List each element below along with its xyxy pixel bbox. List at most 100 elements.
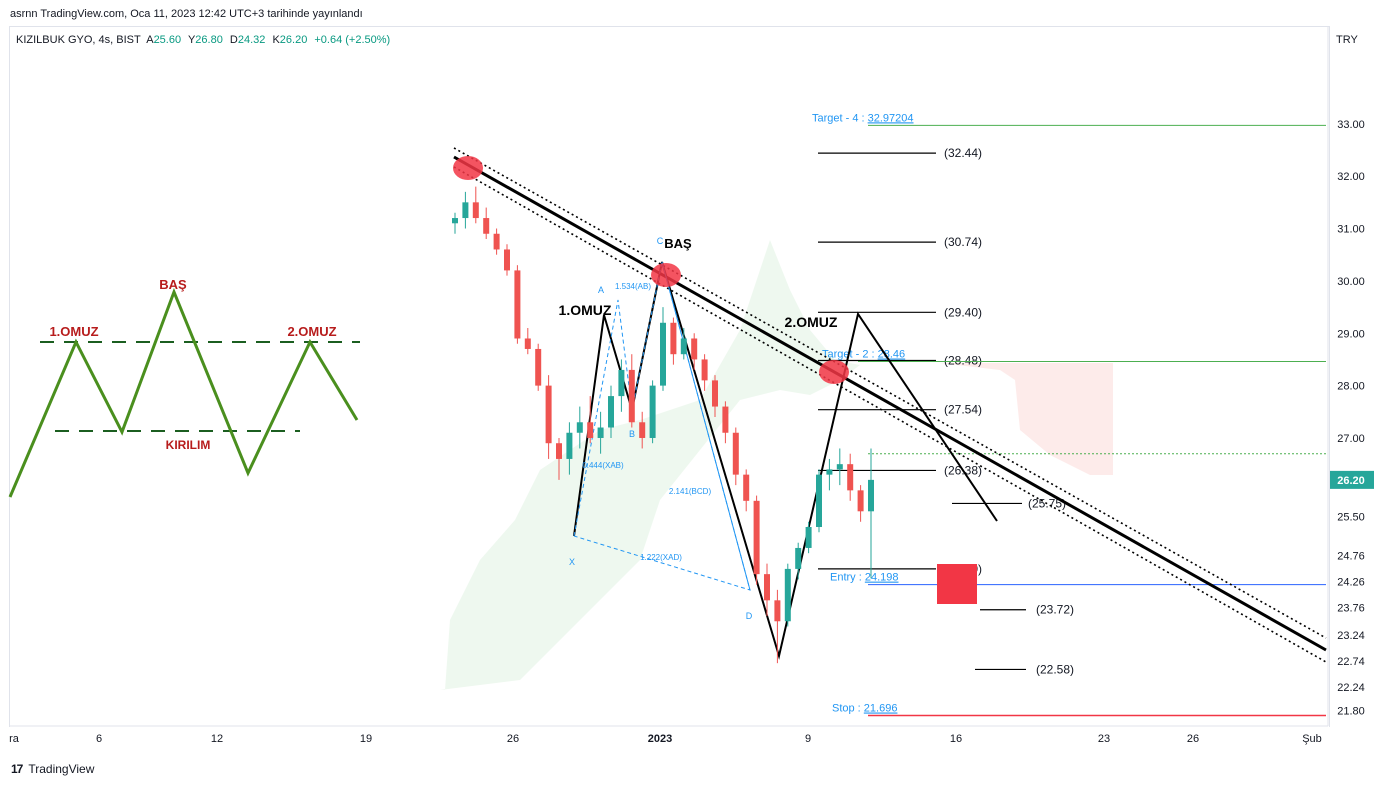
ratio-ab-label: 1.534(AB) <box>615 282 651 291</box>
y-tick-label: 21.80 <box>1337 705 1365 717</box>
candle[interactable] <box>608 385 614 438</box>
candle[interactable] <box>774 589 781 664</box>
candle[interactable] <box>566 422 573 475</box>
candle[interactable] <box>847 453 854 501</box>
candle[interactable] <box>452 212 458 234</box>
y-tick-label: 24.76 <box>1337 550 1365 562</box>
y-tick-label: 22.74 <box>1337 656 1365 668</box>
candle-body <box>483 218 490 234</box>
brand-name: TradingView <box>28 762 95 776</box>
candle[interactable] <box>712 375 718 418</box>
x-tick-label: 12 <box>211 733 223 745</box>
y-tick-label: 22.24 <box>1337 682 1365 694</box>
publish-info: asrnn TradingView.com, Oca 11, 2023 12:4… <box>10 8 363 20</box>
candle[interactable] <box>701 354 708 391</box>
tradingview-logo[interactable]: 17 TradingView <box>11 762 94 776</box>
candle[interactable] <box>639 411 646 449</box>
candle[interactable] <box>805 521 812 554</box>
candle[interactable] <box>691 333 698 370</box>
candle-body <box>639 422 646 438</box>
candle-body <box>847 464 854 491</box>
high-value: 26.80 <box>195 34 223 46</box>
candle-body <box>649 385 656 438</box>
candle[interactable] <box>493 228 500 255</box>
candle[interactable] <box>472 186 479 224</box>
price-level-label: (27.54) <box>944 403 982 417</box>
candle[interactable] <box>545 375 552 459</box>
x-tick-label: 23 <box>1098 733 1110 745</box>
y-tick-label: 30.00 <box>1337 276 1365 288</box>
y-tick-label: 23.76 <box>1337 603 1365 615</box>
candle[interactable] <box>462 191 469 229</box>
schematic-shoulder1-label: 1.OMUZ <box>49 324 98 339</box>
x-tick-label: 6 <box>96 733 102 745</box>
candle[interactable] <box>660 307 666 391</box>
currency-label: TRY <box>1336 34 1358 46</box>
candle-body <box>524 338 531 349</box>
candle[interactable] <box>826 458 833 491</box>
target-label: Target - 2 : 28.46 <box>822 349 905 361</box>
candle-body <box>462 202 469 219</box>
candle[interactable] <box>784 563 791 627</box>
candle[interactable] <box>649 380 656 444</box>
candle[interactable] <box>618 359 625 412</box>
symbol-legend: KIZILBUK GYO, 4s, BIST A25.60 Y26.80 D24… <box>16 34 390 46</box>
y-tick-label: 25.50 <box>1337 512 1365 524</box>
price-level-label: (30.74) <box>944 235 982 249</box>
candle[interactable] <box>670 317 677 365</box>
candle-body <box>701 359 708 381</box>
candle[interactable] <box>857 485 864 522</box>
open-label: A <box>146 34 154 46</box>
candle[interactable] <box>680 328 687 360</box>
candle[interactable] <box>732 427 739 486</box>
candle[interactable] <box>743 469 750 512</box>
candle[interactable] <box>576 406 583 449</box>
trend-line-main[interactable] <box>453 155 1327 652</box>
point-b-label: B <box>629 429 635 439</box>
price-level-label: (22.58) <box>1036 662 1074 676</box>
candle[interactable] <box>524 328 531 355</box>
candle-body <box>774 600 781 622</box>
schematic-head-label: BAŞ <box>159 277 187 292</box>
candle[interactable] <box>556 437 562 480</box>
x-tick-label: 16 <box>950 733 962 745</box>
candle[interactable] <box>795 542 802 580</box>
y-tick-label: 33.00 <box>1337 119 1365 131</box>
trend-line-upper[interactable] <box>453 147 1327 639</box>
candle[interactable] <box>587 396 594 444</box>
candle[interactable] <box>628 354 635 428</box>
y-tick-label: 28.00 <box>1337 381 1365 393</box>
x-tick-label: 26 <box>507 733 519 745</box>
candle[interactable] <box>535 343 542 391</box>
candle-body <box>743 474 750 501</box>
harmonic-ab-line <box>661 261 751 591</box>
candle[interactable] <box>753 495 760 585</box>
y-tick-label: 29.00 <box>1337 328 1365 340</box>
candle[interactable] <box>514 265 521 344</box>
candle[interactable] <box>836 448 843 486</box>
point-c-label: C <box>657 236 664 246</box>
candle-body <box>722 406 729 433</box>
change-value: +0.64 (+2.50%) <box>314 34 391 46</box>
touch-marker-3 <box>819 360 849 384</box>
trend-line-lower[interactable] <box>453 166 1327 663</box>
candle-body <box>660 322 666 386</box>
candle[interactable] <box>764 563 770 617</box>
symbol-name[interactable]: KIZILBUK GYO, 4s, BIST <box>16 34 141 46</box>
candle-body <box>452 218 458 224</box>
candle[interactable] <box>597 411 604 454</box>
candle[interactable] <box>483 207 490 239</box>
candle-body <box>556 443 562 459</box>
candle-body <box>472 202 479 219</box>
candle[interactable] <box>816 469 822 533</box>
candle[interactable] <box>504 244 510 276</box>
candle[interactable] <box>722 401 729 444</box>
candle[interactable] <box>868 448 874 579</box>
touch-marker-2 <box>651 263 681 287</box>
y-tick-label: 24.26 <box>1337 576 1365 588</box>
open-value: 25.60 <box>153 34 182 46</box>
candle-body <box>826 469 833 475</box>
candle-body <box>618 369 625 397</box>
x-tick-label: ra <box>9 733 20 745</box>
